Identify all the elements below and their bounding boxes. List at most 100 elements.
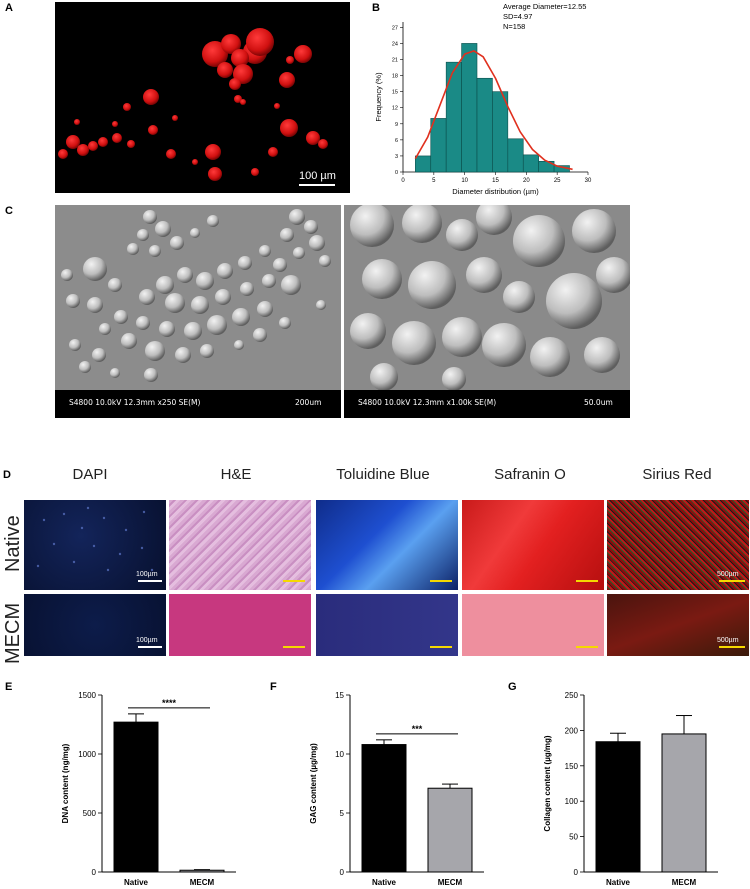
histogram-bar [492, 91, 509, 173]
dapi-native-image: 100µm [24, 500, 166, 590]
y-tick-label: 6 [395, 138, 398, 144]
diameter-stats: Average Diameter=12.55 SD=4.97 N=158 [503, 2, 586, 32]
bar-mecm [179, 869, 225, 873]
y-tick-label: 50 [569, 833, 578, 842]
scale-bar [283, 580, 305, 582]
x-tick-label: Native [606, 878, 631, 887]
fit-curve [414, 50, 573, 171]
y-tick-label: 5 [340, 809, 345, 818]
scale-bar [719, 646, 745, 648]
x-tick-label: MECM [672, 878, 697, 887]
column-title-dapi: DAPI [72, 466, 108, 483]
x-axis-label: Diameter distribution (µm) [452, 187, 539, 196]
histogram-bar [430, 118, 447, 173]
collagen-content-chart: 0 50 100 150 200 250 Native MECM Collagen conten… [543, 691, 718, 887]
column-title-he: H&E [220, 466, 252, 483]
dna-content-chart: 0 500 1000 1500 Native MECM **** DNA content (n… [61, 691, 236, 887]
toluidine-mecm-image [316, 594, 458, 656]
y-axis-label: Collagen content (µg/mg) [543, 735, 552, 831]
x-tick-label: 25 [554, 178, 561, 184]
column-title-safranin: Safranin O [494, 466, 566, 483]
scale-label: 500µm [717, 637, 739, 644]
scale-bar [719, 580, 745, 582]
y-tick-label: 200 [565, 726, 579, 735]
scale-bar [283, 646, 305, 648]
sirius-native-image: 500µm [607, 500, 749, 590]
significance-label: *** [412, 724, 423, 734]
scale-bar [430, 580, 452, 582]
toluidine-native-image [316, 500, 458, 590]
y-tick-label: 150 [565, 762, 579, 771]
column-title-toluidine: Toluidine Blue [336, 466, 430, 483]
y-tick-label: 0 [340, 868, 345, 877]
y-tick-label: 0 [92, 868, 97, 877]
scale-label: 100µm [136, 571, 158, 578]
stat-average: Average Diameter=12.55 [503, 2, 587, 11]
y-tick-label: 12 [392, 106, 398, 112]
sem-info-bar-right: S4800 10.0kV 12.3mm x1.00k SE(M) 50.0um [344, 390, 630, 418]
scale-bar [430, 646, 452, 648]
dapi-mecm-image: 100µm [24, 594, 166, 656]
histogram-bar [507, 138, 524, 173]
panel-label-g: G [508, 681, 517, 693]
panel-label-d: D [3, 469, 11, 481]
histogram-bar [445, 61, 462, 173]
y-tick-label: 21 [392, 58, 398, 64]
y-tick-label: 15 [392, 90, 398, 96]
bar-mecm [661, 733, 707, 873]
y-axis-label: DNA content (ng/mg) [61, 743, 70, 823]
y-tick-label: 3 [395, 154, 398, 160]
scale-label: 500µm [717, 571, 739, 578]
x-tick-label: 20 [523, 178, 530, 184]
column-title-sirius: Sirius Red [642, 466, 712, 483]
histogram-bar [476, 77, 493, 173]
x-tick-label: 15 [492, 178, 499, 184]
sem-scale-right: 50.0um [584, 398, 613, 407]
diameter-histogram: 0 3 6 9 12 15 18 21 24 27 0 5 10 15 20 25 30 Diameter dis… [374, 22, 592, 196]
y-tick-label: 0 [395, 170, 398, 176]
x-tick-label: 5 [432, 178, 436, 184]
y-tick-label: 250 [565, 691, 579, 700]
stat-sd: SD=4.97 [503, 12, 533, 21]
sirius-mecm-image: 500µm [607, 594, 749, 656]
sem-info-right: S4800 10.0kV 12.3mm x1.00k SE(M) [358, 398, 497, 407]
histogram-bar [522, 154, 539, 173]
sem-microspheres-high [344, 205, 630, 391]
x-tick-label: MECM [190, 878, 215, 887]
y-tick-label: 24 [392, 41, 398, 47]
scale-bar [576, 646, 598, 648]
panel-label-f: F [270, 681, 277, 693]
bar-native [361, 744, 407, 873]
row-label-mecm: MECM [2, 602, 24, 664]
he-mecm-image [169, 594, 311, 656]
sem-scale-left: 200um [295, 398, 322, 407]
significance-label: **** [162, 698, 177, 708]
he-native-image [169, 500, 311, 590]
scale-label: 100 µm [299, 170, 336, 182]
gag-content-chart: 0 5 10 15 Native MECM *** GAG content (µg/mg) [309, 691, 484, 887]
bar-mecm [427, 787, 473, 873]
x-tick-label: 10 [461, 178, 468, 184]
panel-label-a: A [5, 2, 13, 14]
bar-native [595, 741, 641, 873]
y-tick-label: 0 [574, 868, 579, 877]
sem-microspheres-low [55, 205, 341, 390]
y-tick-label: 1000 [78, 750, 96, 759]
panel-label-b: B [372, 2, 380, 14]
y-tick-label: 27 [392, 25, 398, 31]
y-tick-label: 10 [335, 750, 344, 759]
y-tick-label: 9 [395, 122, 398, 128]
safranin-native-image [462, 500, 604, 590]
microsphere-blobs [58, 28, 328, 181]
scale-bar [138, 580, 162, 582]
row-label-native: Native [2, 515, 24, 572]
sem-image-low-mag: S4800 10.0kV 12.3mm x250 SE(M) 200um [55, 205, 341, 418]
histogram-bar [415, 155, 432, 173]
fluorescence-microsphere-image: 100 µm [55, 2, 350, 193]
y-tick-label: 18 [392, 74, 398, 80]
scale-bar [299, 184, 335, 186]
y-tick-label: 500 [83, 809, 97, 818]
x-tick-label: MECM [438, 878, 463, 887]
safranin-mecm-image [462, 594, 604, 656]
bar-native [113, 721, 159, 873]
